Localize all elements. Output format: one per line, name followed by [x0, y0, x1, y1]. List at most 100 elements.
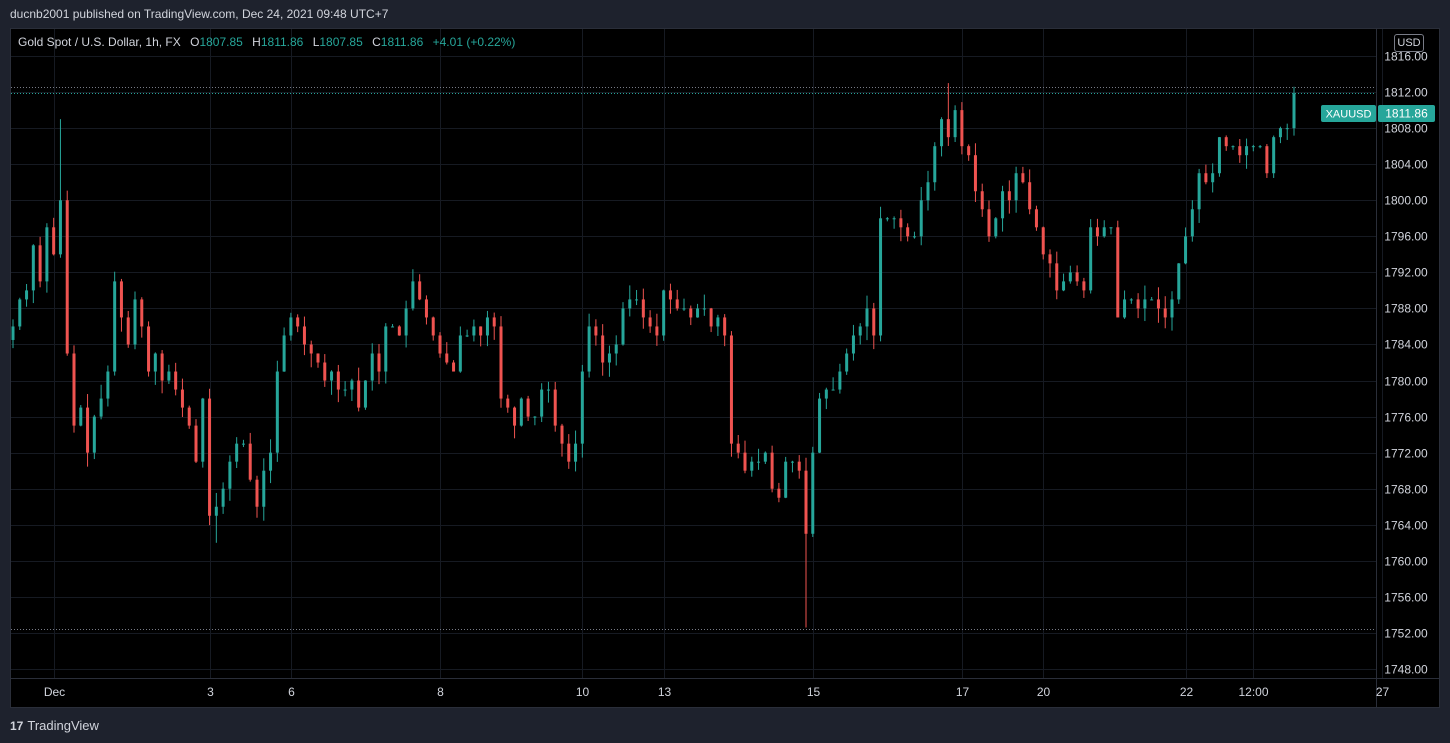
legend-low-label: L: [312, 35, 320, 49]
candle-body: [1285, 128, 1289, 130]
candle-body: [580, 371, 584, 444]
candle: [1292, 86, 1296, 136]
candle-body: [994, 218, 998, 237]
price-tick-label: 1808.00: [1384, 122, 1428, 136]
candle-body: [919, 200, 923, 237]
candle-body: [167, 371, 171, 381]
candle: [716, 314, 720, 336]
candle-body: [546, 389, 550, 391]
candle-body: [1204, 173, 1208, 183]
candle: [696, 303, 700, 318]
currency-button[interactable]: USD: [1394, 34, 1424, 52]
candle: [513, 406, 517, 439]
grid: [11, 29, 1383, 678]
candle-body: [180, 389, 184, 408]
candle: [729, 331, 733, 457]
candle-body: [316, 353, 320, 363]
candle-body: [1028, 182, 1032, 210]
candle: [1001, 185, 1005, 232]
time-axis[interactable]: Dec 3 6 8 10 13 15 17 20 22 12:00 27: [44, 685, 1390, 699]
price-axis[interactable]: 1816.00 1812.00 1808.00 1804.00 1800.00 1796.…: [1384, 50, 1428, 677]
candle: [940, 117, 944, 157]
candle-body: [1184, 236, 1188, 264]
candle: [187, 405, 191, 429]
candle-body: [757, 461, 761, 463]
candle: [160, 350, 164, 394]
price-tick-label: 1780.00: [1384, 375, 1428, 389]
legend-open: 1807.85: [199, 35, 243, 49]
candle-body: [465, 335, 469, 337]
footer-bar: 17 TradingView: [0, 708, 1450, 743]
price-tick-label: 1800.00: [1384, 194, 1428, 208]
candle: [499, 316, 503, 408]
candle-body: [404, 308, 408, 336]
chart-area[interactable]: 1816.00 1812.00 1808.00 1804.00 1800.00 1796.…: [10, 28, 1440, 708]
candle: [540, 383, 544, 423]
candle: [872, 302, 876, 350]
publisher-bar: ducnb2001 published on TradingView.com, …: [0, 0, 1450, 28]
candle-body: [587, 326, 591, 372]
candle: [1170, 291, 1174, 331]
candle: [445, 342, 449, 365]
candle: [18, 297, 22, 330]
candle-body: [723, 317, 727, 336]
candle: [743, 440, 747, 474]
candle: [885, 217, 889, 222]
candle-body: [1278, 128, 1282, 138]
candle-body: [865, 308, 869, 327]
candlestick-chart[interactable]: 1816.00 1812.00 1808.00 1804.00 1800.00 1796.…: [11, 29, 1439, 707]
candle: [1068, 265, 1072, 284]
candle-body: [594, 326, 598, 336]
candle: [926, 170, 930, 211]
candle: [784, 456, 788, 499]
candle: [777, 482, 781, 503]
candle-body: [140, 299, 144, 327]
candle-body: [255, 479, 259, 507]
candle: [953, 105, 957, 143]
price-tick-label: 1784.00: [1384, 338, 1428, 352]
candle-body: [763, 452, 767, 462]
candle: [973, 143, 977, 202]
candle: [546, 381, 550, 403]
candle: [126, 311, 130, 348]
candle: [1041, 226, 1045, 260]
candle: [628, 285, 632, 317]
candle-body: [18, 299, 22, 327]
candle: [86, 394, 90, 467]
tradingview-logo[interactable]: 17 TradingView: [10, 718, 99, 733]
candle-body: [851, 335, 855, 354]
candle-body: [777, 488, 781, 498]
candle-body: [648, 317, 652, 327]
candle: [167, 364, 171, 384]
candle: [289, 312, 293, 341]
candle-body: [689, 308, 693, 318]
candle-body: [92, 416, 96, 453]
price-tick-label: 1764.00: [1384, 519, 1428, 533]
candle: [811, 446, 815, 537]
candle: [452, 360, 456, 372]
candle-body: [1089, 227, 1093, 291]
candle: [506, 394, 510, 413]
candle: [58, 119, 62, 258]
candle-body: [228, 461, 232, 489]
candle-body: [635, 299, 639, 301]
candle: [621, 302, 625, 346]
candle: [831, 377, 835, 391]
legend-close-label: C: [372, 35, 381, 49]
candle-body: [641, 299, 645, 318]
candle: [1136, 293, 1140, 319]
candle: [1245, 138, 1249, 169]
range-lines: [11, 87, 1376, 630]
candle-body: [350, 380, 354, 390]
candle: [38, 236, 42, 288]
candle: [296, 314, 300, 333]
last-price-box: [1378, 105, 1435, 122]
candle: [65, 190, 69, 356]
candle: [1177, 263, 1181, 304]
candle: [845, 348, 849, 375]
candle: [797, 455, 801, 479]
candle: [370, 343, 374, 391]
candle-body: [784, 461, 788, 498]
candle: [1075, 265, 1079, 286]
candle: [147, 321, 151, 377]
